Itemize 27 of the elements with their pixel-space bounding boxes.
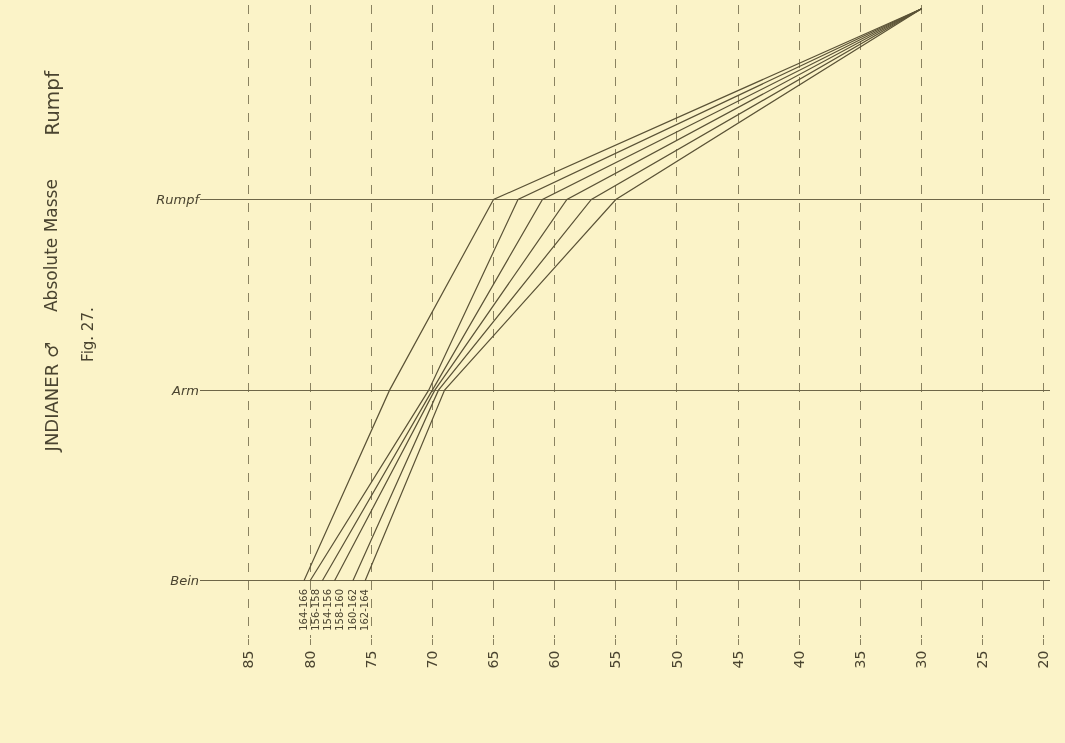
- y-tick-label: Rumpf: [156, 192, 202, 208]
- text: 158-160: [334, 588, 346, 631]
- x-tick-label: 75: [362, 650, 379, 669]
- text: Rumpf: [40, 69, 65, 136]
- caption: Fig. 27.: [78, 307, 97, 362]
- y-tick-label: Arm: [171, 382, 199, 398]
- x-tick-label: 80: [301, 650, 318, 669]
- x-tick-label: 35: [851, 650, 868, 669]
- x-tick-label: 30: [913, 650, 930, 669]
- x-tick-label: 85: [240, 650, 257, 669]
- x-tick-label: 25: [974, 650, 991, 669]
- x-tick-label: 50: [668, 650, 685, 669]
- y-tick-label: Bein: [170, 573, 199, 589]
- text: JNDIANER ♂: [40, 341, 62, 453]
- text: 164-166: [298, 588, 310, 631]
- text: 162-164: [359, 589, 371, 631]
- x-tick-label: 20: [1035, 650, 1052, 669]
- x-tick-label: 70: [423, 650, 440, 669]
- x-tick-label: 45: [729, 650, 746, 669]
- x-tick-label: 65: [485, 650, 502, 669]
- x-tick-label: 60: [546, 650, 563, 669]
- text: Absolute Masse: [40, 179, 61, 313]
- x-tick-label: 40: [790, 650, 807, 669]
- text: 160-162: [347, 588, 359, 631]
- x-tick-label: 55: [607, 650, 624, 669]
- text: 154-156: [322, 588, 334, 631]
- text: 156-158: [310, 588, 322, 631]
